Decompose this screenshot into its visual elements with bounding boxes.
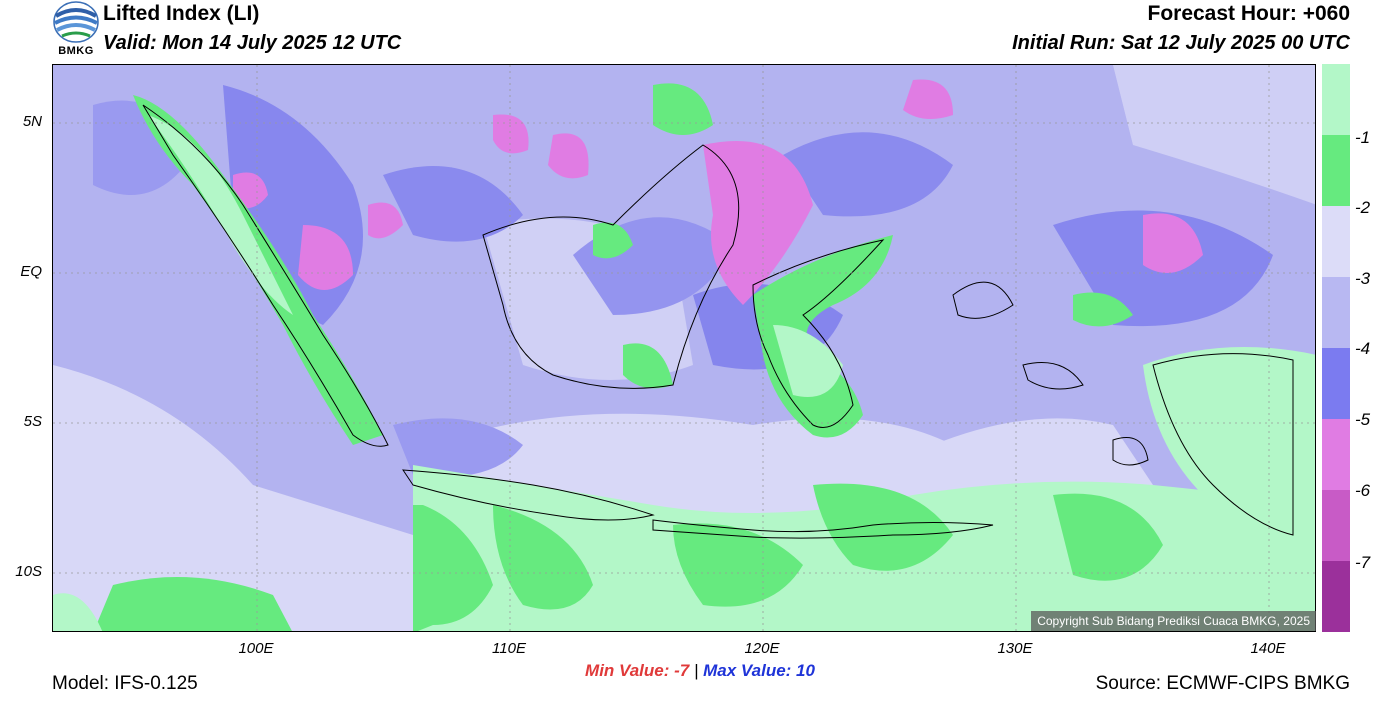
colorbar-swatch	[1322, 419, 1350, 491]
lon-label-120e: 120E	[744, 640, 780, 657]
colorbar-swatch	[1322, 561, 1350, 633]
colorbar-swatch	[1322, 206, 1350, 278]
lifted-index-map	[52, 64, 1316, 632]
forecast-hour: Forecast Hour: +060	[1147, 2, 1351, 25]
min-max-values: Min Value: -7 | Max Value: 10	[0, 661, 1400, 681]
colorbar-swatch	[1322, 490, 1350, 562]
bmkg-logo	[52, 0, 100, 58]
lon-label-110e: 110E	[492, 640, 526, 657]
map-title: Lifted Index (LI)	[103, 2, 260, 25]
colorbar-swatch	[1322, 64, 1350, 136]
colorbar-label: -2	[1355, 198, 1371, 217]
initial-run: Initial Run: Sat 12 July 2025 00 UTC	[1012, 32, 1350, 54]
colorbar-label: -1	[1355, 128, 1371, 147]
lat-label-5s: 5S	[23, 413, 42, 430]
colorbar-swatch	[1322, 348, 1350, 420]
lat-label-5n: 5N	[22, 113, 42, 130]
colorbar-swatch	[1322, 277, 1350, 349]
colorbar-label: -3	[1355, 269, 1371, 288]
colorbar-label: -7	[1355, 553, 1371, 572]
colorbar-label: -4	[1355, 339, 1371, 358]
copyright-note: Copyright Sub Bidang Prediksi Cuaca BMKG…	[1031, 611, 1316, 631]
valid-time: Valid: Mon 14 July 2025 12 UTC	[103, 32, 402, 54]
max-value: Max Value: 10	[703, 661, 815, 680]
lon-label-130e: 130E	[997, 640, 1033, 657]
colorbar-label: -6	[1355, 481, 1371, 500]
lon-label-100e: 100E	[238, 640, 274, 657]
colorbar	[1322, 64, 1350, 633]
map-canvas	[53, 65, 1315, 631]
min-value: Min Value: -7	[585, 661, 690, 680]
logo-text: BMKG	[58, 45, 94, 57]
model-label: Model: IFS-0.125	[52, 673, 198, 694]
separator: |	[693, 661, 699, 680]
lon-label-140e: 140E	[1250, 640, 1286, 657]
lat-label-10s: 10S	[15, 563, 42, 580]
colorbar-swatch	[1322, 135, 1350, 207]
colorbar-label: -5	[1355, 410, 1371, 429]
source-label: Source: ECMWF-CIPS BMKG	[1095, 673, 1350, 694]
lat-label-eq: EQ	[20, 263, 42, 280]
